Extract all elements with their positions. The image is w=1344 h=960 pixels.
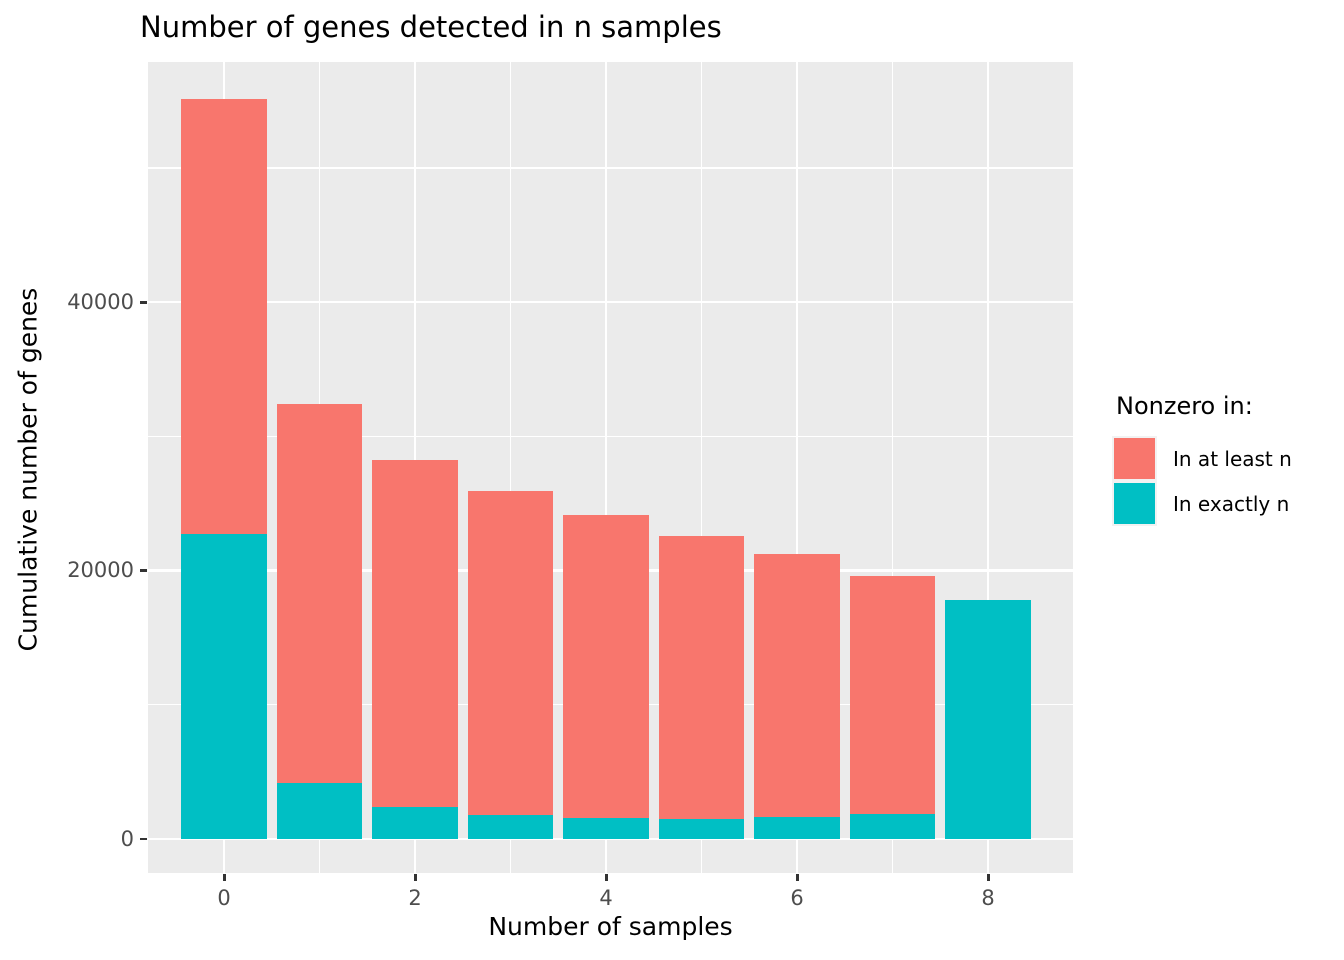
x-minor-gridline [700,62,703,873]
legend-item-label: In exactly n [1173,491,1290,516]
x-major-gridline [986,62,990,873]
exactly-n-swatch [1112,481,1157,526]
y-tick-label: 0 [120,826,134,851]
x-tick-label: 8 [981,886,995,910]
y-tick-mark [140,837,147,841]
bar-exactly-n [181,533,267,839]
x-tick-label: 4 [599,886,613,910]
y-axis-title: Cumulative number of genes [13,287,43,652]
y-minor-gridline [148,435,1073,437]
y-tick-label: 40000 [67,290,134,315]
x-axis-title: Number of samples [488,912,733,941]
x-tick-mark [414,874,417,881]
y-major-gridline [148,300,1073,304]
x-tick-label: 2 [408,886,422,910]
bar-at-least-n [849,575,936,839]
y-tick-mark [140,569,147,572]
at-least-n-swatch [1112,436,1157,481]
bar-exactly-n [945,599,1031,839]
x-major-gridline [795,62,799,873]
x-major-gridline [604,62,608,873]
x-tick-label: 6 [790,886,804,910]
x-minor-gridline [509,62,512,873]
plot-panel [148,62,1073,873]
x-tick-mark [987,874,990,881]
bar-at-least-n [372,459,458,839]
legend-title: Nonzero in: [1116,392,1253,420]
x-tick-mark [796,874,799,881]
bar-exactly-n [276,783,363,839]
bar-exactly-n [754,817,840,839]
x-tick-mark [605,874,608,881]
y-major-gridline [148,837,1073,841]
x-tick-label: 0 [217,886,231,910]
bar-at-least-n [467,491,554,839]
bar-at-least-n [754,554,840,839]
y-tick-label: 20000 [67,558,134,583]
y-tick-mark [140,301,147,304]
bar-at-least-n [276,404,363,839]
bar-exactly-n [467,814,554,839]
bar-exactly-n [563,817,649,839]
bar-exactly-n [658,819,745,839]
chart-title: Number of genes detected in n samples [140,10,722,44]
x-minor-gridline [891,62,894,873]
bar-exactly-n [849,813,936,839]
bar-at-least-n [658,535,745,839]
legend-item-label: In at least n [1173,446,1292,471]
bar-at-least-n [563,515,649,839]
legend-item-at-least-n: In at least n [1112,436,1292,481]
legend-item-exactly-n: In exactly n [1112,481,1292,526]
y-minor-gridline [148,167,1073,169]
legend: Nonzero in: In at least n In exactly n [1112,392,1292,526]
x-tick-mark [223,874,226,881]
bar-exactly-n [372,807,458,839]
